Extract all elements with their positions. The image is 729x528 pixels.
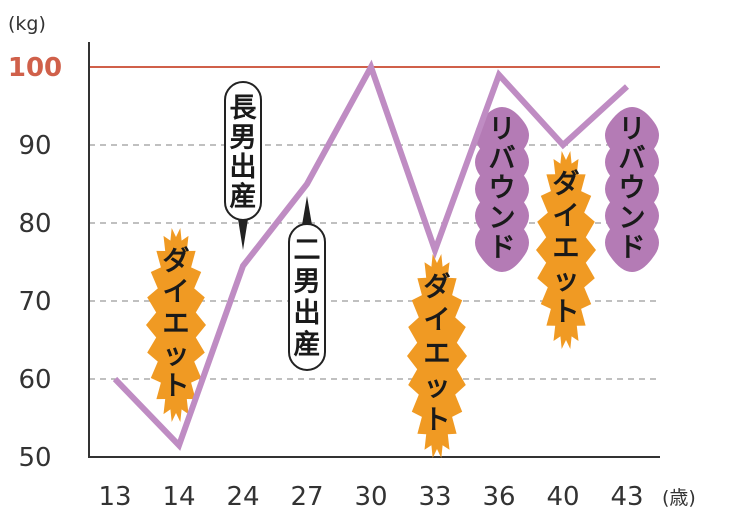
svg-text:ン: ン	[619, 203, 646, 234]
x-unit-label: (歳)	[662, 487, 696, 509]
svg-text:ウ: ウ	[619, 173, 646, 204]
svg-text:ウ: ウ	[489, 173, 516, 204]
x-tick-label-36: 36	[482, 482, 515, 512]
svg-text:ダ: ダ	[163, 245, 190, 277]
svg-text:イ: イ	[424, 305, 451, 336]
svg-text:エ: エ	[163, 308, 190, 339]
x-tick-label-24: 24	[226, 482, 259, 512]
rebound-cloud	[605, 107, 659, 272]
x-tick-label-27: 27	[290, 482, 323, 512]
svg-text:ト: ト	[163, 371, 190, 402]
svg-text:ッ: ッ	[553, 265, 580, 296]
x-tick-label-14: 14	[162, 482, 195, 512]
svg-text:ッ: ッ	[424, 372, 451, 403]
svg-text:男: 男	[294, 267, 321, 298]
svg-text:イ: イ	[553, 201, 580, 232]
y-tick-label-90: 90	[18, 131, 51, 161]
y-unit-label: (kg)	[8, 13, 46, 35]
svg-text:ド: ド	[619, 232, 646, 263]
bubble-pointer	[302, 196, 312, 225]
svg-text:男: 男	[230, 123, 257, 154]
svg-text:産: 産	[230, 181, 257, 213]
tick-labels: 50 60 70 80 90 100 13 14 24 27 30 33 36 40 43 (kg) (歳)	[8, 13, 696, 512]
axes	[88, 42, 660, 458]
x-tick-label-30: 30	[354, 482, 387, 512]
svg-text:産: 産	[294, 329, 321, 361]
svg-text:出: 出	[294, 298, 321, 329]
x-tick-label-40: 40	[546, 482, 579, 512]
svg-text:ン: ン	[489, 203, 516, 234]
svg-text:リ: リ	[489, 114, 516, 145]
bubble-pointer	[238, 219, 248, 250]
svg-text:ト: ト	[424, 405, 451, 436]
y-tick-label-50: 50	[18, 443, 51, 473]
x-tick-label-43: 43	[610, 482, 643, 512]
x-tick-label-33: 33	[418, 482, 451, 512]
y-tick-label-70: 70	[18, 287, 51, 317]
weight-series	[112, 59, 630, 451]
svg-text:二: 二	[294, 235, 321, 266]
svg-text:エ: エ	[424, 338, 451, 369]
svg-text:ダ: ダ	[424, 271, 451, 303]
diet-burst	[536, 151, 596, 349]
svg-text:バ: バ	[619, 144, 646, 175]
svg-text:出: 出	[230, 152, 257, 183]
svg-text:ダ: ダ	[553, 168, 580, 200]
diet-burst	[146, 228, 206, 422]
svg-text:ッ: ッ	[163, 340, 190, 371]
svg-text:長: 長	[230, 93, 258, 124]
svg-text:ト: ト	[553, 297, 580, 328]
svg-text:エ: エ	[553, 233, 580, 264]
svg-text:ド: ド	[489, 232, 516, 263]
rebound-cloud	[475, 107, 529, 272]
svg-text:イ: イ	[163, 277, 190, 308]
y-tick-label-80: 80	[18, 209, 51, 239]
y-tick-label-100: 100	[8, 53, 62, 83]
y-tick-label-60: 60	[18, 365, 51, 395]
svg-text:リ: リ	[619, 114, 646, 145]
x-tick-label-13: 13	[98, 482, 131, 512]
svg-text:バ: バ	[489, 144, 516, 175]
diet-burst	[407, 254, 467, 458]
